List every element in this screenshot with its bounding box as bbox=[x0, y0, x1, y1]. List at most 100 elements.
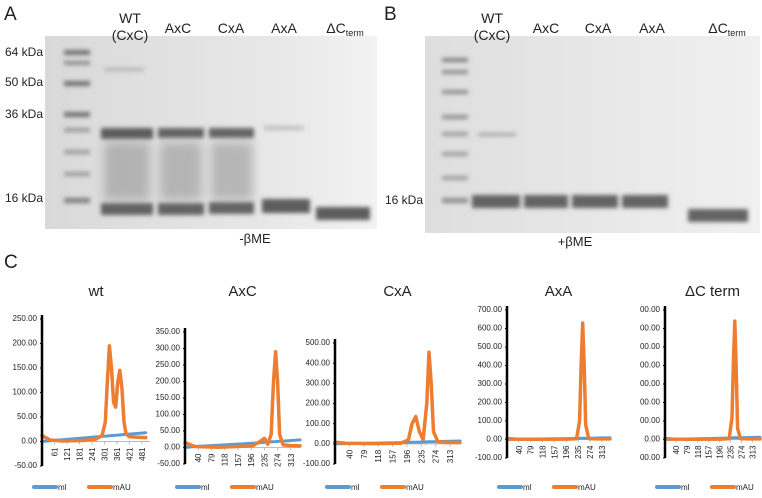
x-tick-label: 361 bbox=[113, 447, 122, 461]
y-tick-label: 0.00 bbox=[486, 435, 502, 444]
x-tick-label: 481 bbox=[138, 447, 147, 461]
y-tick-label: 500.00 bbox=[306, 338, 331, 347]
y-tick-label: -100.00 bbox=[475, 453, 503, 462]
marker-label: 36 kDa bbox=[5, 107, 43, 121]
x-tick-label: 421 bbox=[125, 447, 134, 461]
x-tick-label: 313 bbox=[287, 453, 296, 467]
x-tick-label: 235 bbox=[574, 445, 583, 459]
lane-label: (CxC) bbox=[474, 27, 511, 43]
lane-label: AxA bbox=[639, 20, 665, 36]
y-tick-label: 00.00 bbox=[640, 324, 661, 333]
series-line bbox=[183, 350, 302, 449]
gel-b bbox=[425, 36, 760, 233]
y-tick-label: 200.00 bbox=[306, 399, 331, 408]
lane-label: AxC bbox=[533, 20, 559, 36]
x-tick-label: 181 bbox=[75, 447, 84, 461]
series-line bbox=[40, 344, 148, 443]
x-tick-label: 196 bbox=[562, 445, 571, 459]
panel-letter: B bbox=[384, 4, 397, 25]
lane-label: CxA bbox=[585, 20, 612, 36]
series-line bbox=[663, 319, 762, 442]
y-tick-label: 150.00 bbox=[13, 363, 38, 372]
panel-letter: A bbox=[4, 4, 17, 25]
x-tick-label: 40 bbox=[515, 445, 524, 454]
y-tick-label: 00.00 bbox=[640, 361, 661, 370]
chart-title: CxA bbox=[383, 283, 411, 300]
series-line bbox=[333, 350, 462, 446]
x-tick-label: 118 bbox=[539, 445, 548, 458]
y-tick-label: -50.00 bbox=[14, 461, 37, 470]
x-tick-label: 79 bbox=[360, 449, 369, 458]
y-tick-label: 0.00 bbox=[21, 437, 37, 446]
lane-label-sub: term bbox=[346, 28, 364, 38]
x-tick-label: 235 bbox=[727, 445, 736, 459]
series-line bbox=[505, 321, 612, 442]
lane-label-sub: term bbox=[728, 28, 746, 38]
y-tick-label: 700.00 bbox=[478, 305, 503, 314]
lane-label: AxA bbox=[271, 20, 297, 36]
x-tick-label: 79 bbox=[527, 445, 536, 454]
gel-a bbox=[45, 36, 377, 229]
x-tick-label: 40 bbox=[194, 453, 203, 462]
y-tick-label: 500.00 bbox=[478, 342, 503, 351]
lane-label: ΔCterm bbox=[326, 20, 363, 38]
x-tick-label: 40 bbox=[672, 445, 681, 454]
marker-label: 16 kDa bbox=[5, 191, 43, 205]
y-tick-label: 100.00 bbox=[306, 419, 331, 428]
legend-label: ml bbox=[681, 483, 690, 492]
chart-title: AxC bbox=[228, 283, 257, 300]
x-tick-label: 121 bbox=[63, 447, 72, 461]
x-tick-label: 118 bbox=[221, 453, 230, 466]
y-tick-label: 600.00 bbox=[478, 324, 503, 333]
lane-label-main: ΔC bbox=[326, 20, 345, 36]
x-tick-label: 196 bbox=[247, 453, 256, 467]
legend-label: mAU bbox=[113, 483, 131, 492]
x-tick-label: 274 bbox=[738, 445, 747, 459]
y-tick-label: 300.00 bbox=[478, 379, 503, 388]
marker-label: 16 kDa bbox=[385, 193, 423, 207]
x-tick-label: 313 bbox=[446, 449, 455, 463]
y-tick-label: 00.00 bbox=[640, 379, 661, 388]
x-tick-label: 274 bbox=[586, 445, 595, 459]
x-tick-label: 157 bbox=[389, 449, 398, 463]
x-tick-label: 79 bbox=[207, 453, 216, 462]
y-tick-label: 00.00 bbox=[640, 416, 661, 425]
y-tick-label: 200.00 bbox=[156, 377, 181, 386]
legend-label: mAU bbox=[736, 483, 754, 492]
y-tick-label: 0.00 bbox=[314, 439, 330, 448]
y-tick-label: 250.00 bbox=[13, 314, 38, 323]
y-tick-label: -50.00 bbox=[157, 459, 180, 468]
x-tick-label: 157 bbox=[234, 453, 243, 467]
y-tick-label: 0.00 bbox=[644, 435, 660, 444]
y-tick-label: 50.00 bbox=[17, 412, 38, 421]
x-tick-label: 79 bbox=[683, 445, 692, 454]
y-tick-label: 00.00 bbox=[640, 342, 661, 351]
condition-label: -βME bbox=[239, 231, 271, 246]
y-tick-label: 150.00 bbox=[156, 393, 181, 402]
y-tick-label: 250.00 bbox=[156, 360, 181, 369]
y-tick-label: 100.00 bbox=[13, 388, 38, 397]
x-tick-label: 241 bbox=[88, 447, 97, 461]
lane-label: ΔCterm bbox=[708, 20, 745, 38]
x-tick-label: 313 bbox=[748, 445, 757, 459]
y-tick-label: 0.00 bbox=[164, 443, 180, 452]
x-tick-label: 196 bbox=[403, 449, 412, 463]
y-tick-label: 200.00 bbox=[478, 398, 503, 407]
x-tick-label: 313 bbox=[598, 445, 607, 459]
y-tick-label: 400.00 bbox=[306, 358, 331, 367]
x-tick-label: 274 bbox=[432, 449, 441, 463]
legend-label: ml bbox=[58, 483, 67, 492]
panel-letter: C bbox=[4, 252, 18, 273]
x-tick-label: 157 bbox=[705, 445, 714, 459]
x-tick-label: 61 bbox=[50, 447, 59, 456]
x-tick-label: 301 bbox=[100, 447, 109, 461]
legend-label: ml bbox=[523, 483, 532, 492]
lane-label-main: ΔC bbox=[708, 20, 727, 36]
chart-title: wt bbox=[88, 283, 105, 300]
y-tick-label: 300.00 bbox=[306, 378, 331, 387]
y-tick-label: 100.00 bbox=[478, 416, 503, 425]
condition-label: +βME bbox=[558, 234, 593, 249]
x-tick-label: 235 bbox=[260, 453, 269, 467]
x-tick-label: 196 bbox=[716, 445, 725, 459]
